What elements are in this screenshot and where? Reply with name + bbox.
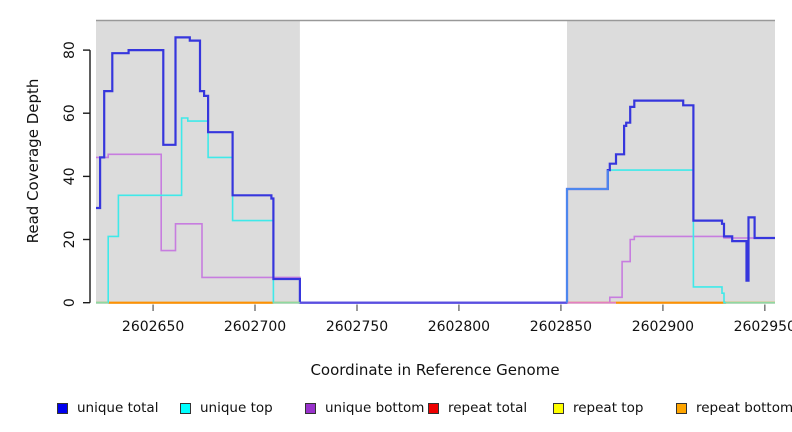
y-tick-label: 20 bbox=[62, 231, 78, 249]
x-tick-label: 2602850 bbox=[530, 319, 592, 335]
legend-swatch-icon bbox=[553, 402, 564, 414]
x-tick-label: 2602650 bbox=[122, 319, 184, 335]
x-axis-title: Coordinate in Reference Genome bbox=[310, 361, 560, 379]
legend-item-unique-bottom: unique bottom bbox=[305, 399, 424, 417]
legend-swatch-icon bbox=[676, 402, 687, 414]
legend-item-repeat-top: repeat top bbox=[553, 399, 643, 417]
legend-label: repeat bottom bbox=[696, 400, 792, 416]
y-tick-label: 0 bbox=[62, 298, 78, 307]
y-tick-label: 80 bbox=[62, 41, 78, 59]
series-unique-top-line bbox=[96, 117, 300, 304]
blue-cyan-overlap-rise bbox=[566, 170, 609, 303]
legend-swatch-icon bbox=[428, 402, 439, 414]
x-tick-label: 2602900 bbox=[632, 319, 694, 335]
legend-swatch-icon bbox=[57, 402, 68, 414]
x-tick-label: 2602700 bbox=[224, 319, 286, 335]
legend-item-repeat-bottom: repeat bottom bbox=[676, 399, 792, 417]
right-repeat-region bbox=[567, 20, 775, 304]
legend-item-unique-total: unique total bbox=[57, 399, 158, 417]
legend: unique total unique top unique bottom repea… bbox=[0, 399, 792, 419]
series-unique-bottom-line bbox=[96, 153, 301, 303]
legend-label: repeat total bbox=[448, 400, 528, 416]
x-tick-label: 2602750 bbox=[326, 319, 388, 335]
legend-label: unique top bbox=[200, 400, 273, 416]
y-axis-title: Read Coverage Depth bbox=[24, 78, 42, 244]
left-repeat-region bbox=[96, 20, 300, 304]
legend-item-repeat-total: repeat total bbox=[428, 399, 527, 417]
legend-swatch-icon bbox=[305, 402, 316, 414]
legend-label: repeat top bbox=[573, 400, 644, 416]
legend-label: unique total bbox=[77, 400, 159, 416]
x-tick-label: 2602800 bbox=[428, 319, 490, 335]
legend-swatch-icon bbox=[180, 402, 191, 414]
legend-item-unique-top: unique top bbox=[180, 399, 273, 417]
y-tick-label: 60 bbox=[62, 104, 78, 122]
x-tick-label: 2602950 bbox=[734, 319, 792, 335]
legend-label: unique bottom bbox=[325, 400, 425, 416]
y-tick-label: 40 bbox=[62, 167, 78, 185]
